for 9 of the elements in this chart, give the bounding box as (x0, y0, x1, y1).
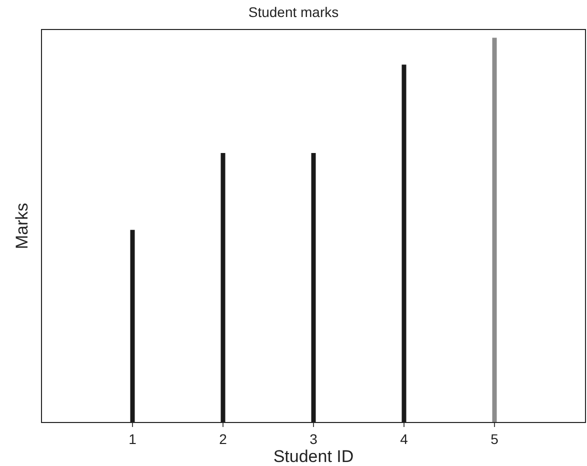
x-axis-title: Student ID (273, 446, 354, 466)
x-tick-label: 4 (400, 430, 408, 447)
x-tick-label: 5 (490, 430, 499, 447)
y-axis-title: Marks (12, 202, 32, 250)
x-tick-label: 1 (128, 430, 137, 447)
x-tick-label: 2 (219, 430, 228, 447)
x-tick-label: 3 (310, 430, 318, 447)
chart-title: Student marks (248, 4, 339, 20)
bar (492, 38, 497, 422)
